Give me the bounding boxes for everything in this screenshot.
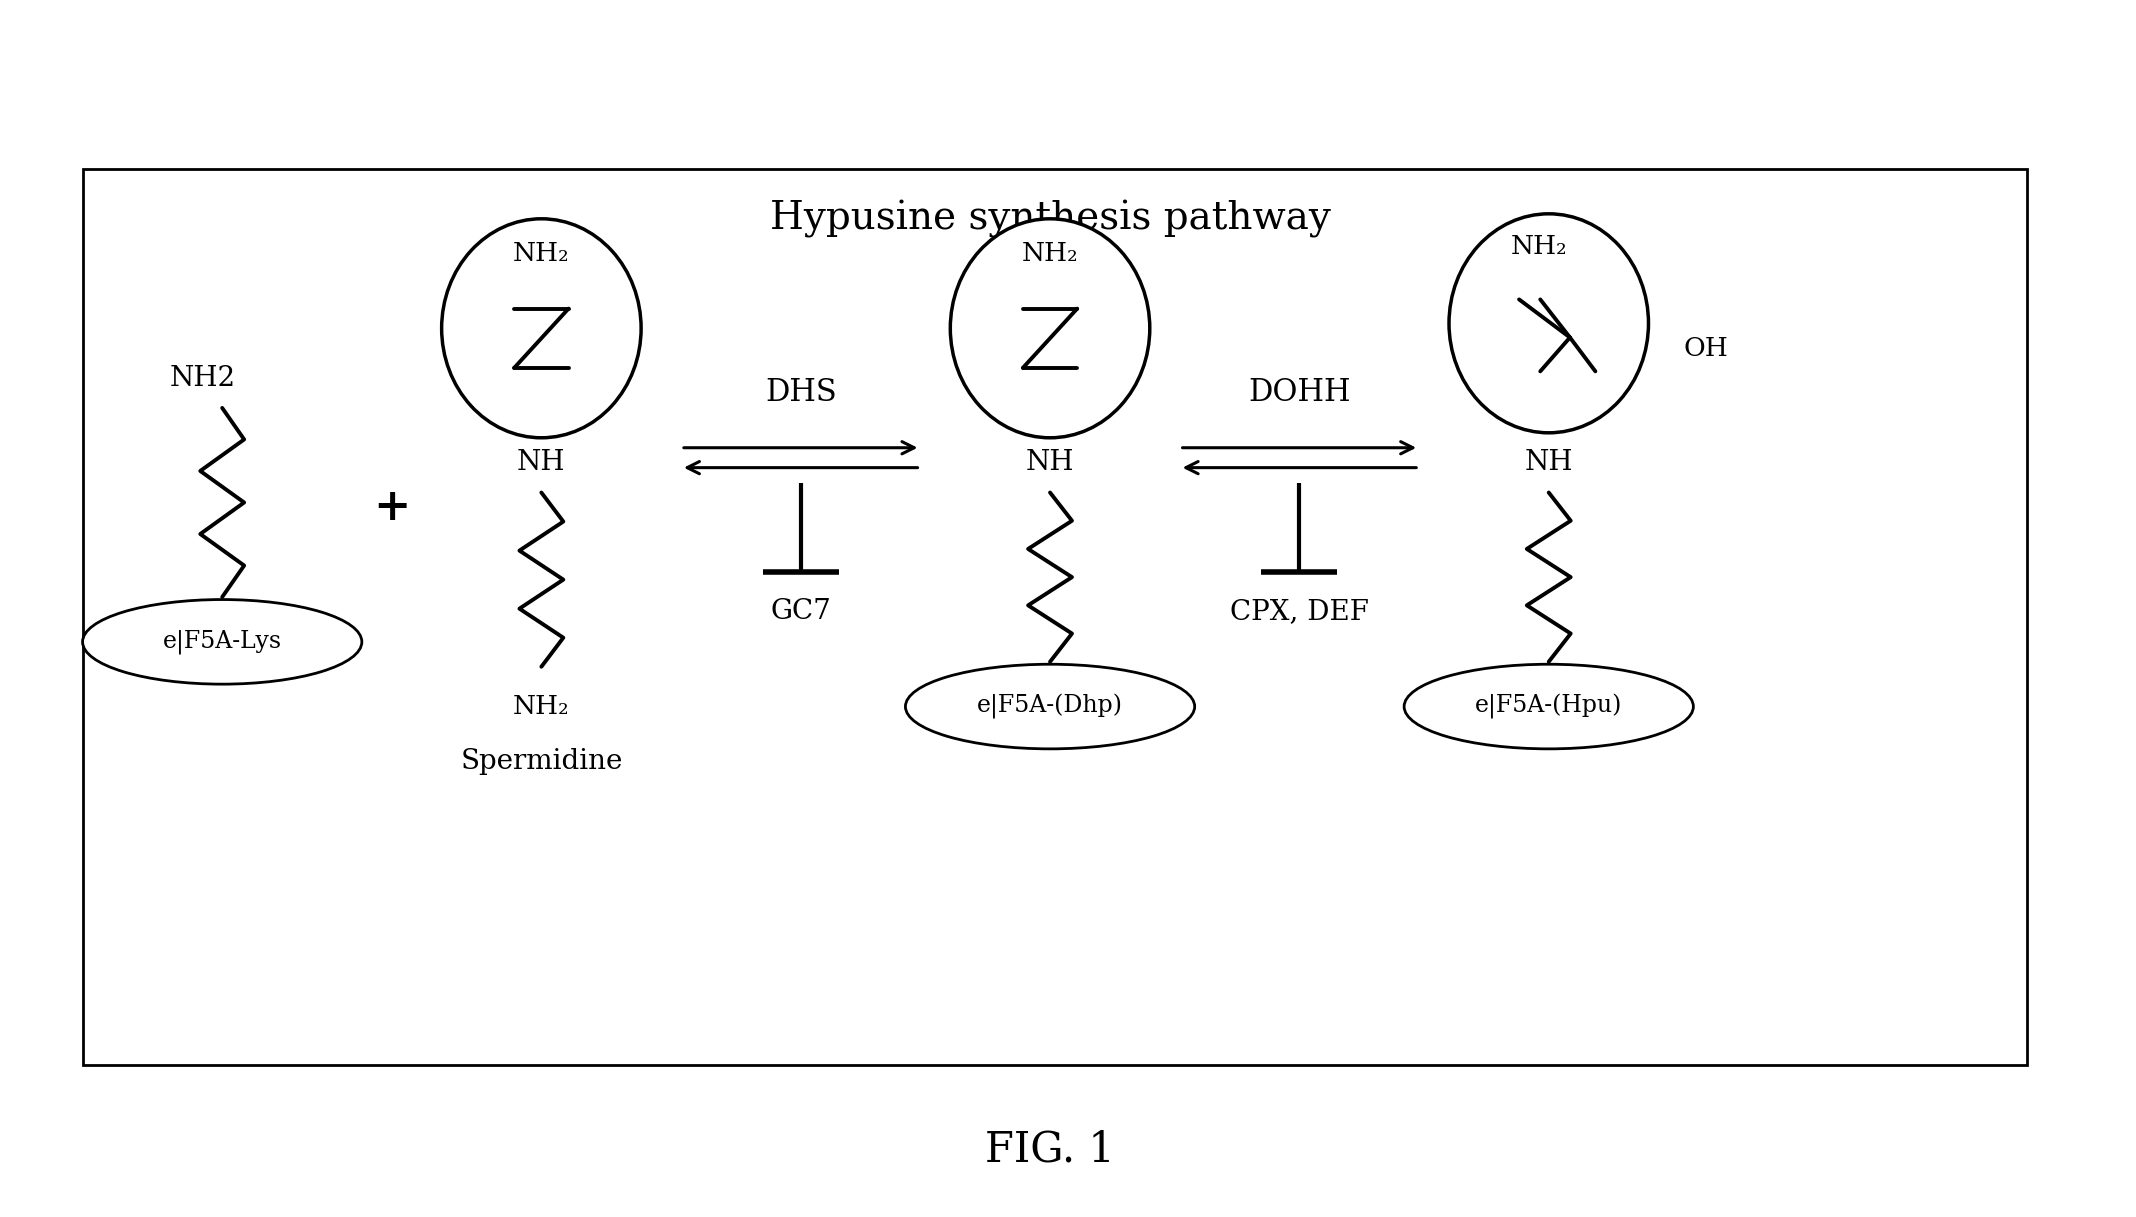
Ellipse shape — [83, 600, 361, 684]
Bar — [83, 169, 2027, 1065]
Ellipse shape — [906, 664, 1194, 748]
Ellipse shape — [1403, 664, 1694, 748]
Text: FIG. 1: FIG. 1 — [985, 1128, 1115, 1171]
Ellipse shape — [1448, 214, 1649, 433]
Text: OH: OH — [1683, 336, 1728, 360]
Text: NH: NH — [1025, 449, 1074, 476]
Text: Spermidine: Spermidine — [459, 747, 622, 775]
Text: GC7: GC7 — [771, 599, 831, 626]
Text: NH2: NH2 — [169, 365, 235, 392]
Text: e|F5A-(Dhp): e|F5A-(Dhp) — [976, 694, 1124, 719]
Text: DHS: DHS — [765, 377, 837, 409]
Text: e|F5A-(Hpu): e|F5A-(Hpu) — [1476, 694, 1623, 719]
Ellipse shape — [442, 219, 641, 438]
Text: Hypusine synthesis pathway: Hypusine synthesis pathway — [769, 200, 1331, 237]
Text: NH₂: NH₂ — [513, 694, 570, 719]
Text: NH₂: NH₂ — [513, 241, 570, 267]
Text: NH: NH — [517, 449, 566, 476]
Text: +: + — [374, 486, 410, 529]
Text: NH: NH — [1525, 449, 1572, 476]
Ellipse shape — [951, 219, 1149, 438]
Text: NH₂: NH₂ — [1021, 241, 1079, 267]
Text: DOHH: DOHH — [1247, 377, 1350, 409]
Text: CPX, DEF: CPX, DEF — [1230, 599, 1369, 626]
Text: e|F5A-Lys: e|F5A-Lys — [162, 629, 282, 654]
Text: NH₂: NH₂ — [1510, 234, 1568, 259]
